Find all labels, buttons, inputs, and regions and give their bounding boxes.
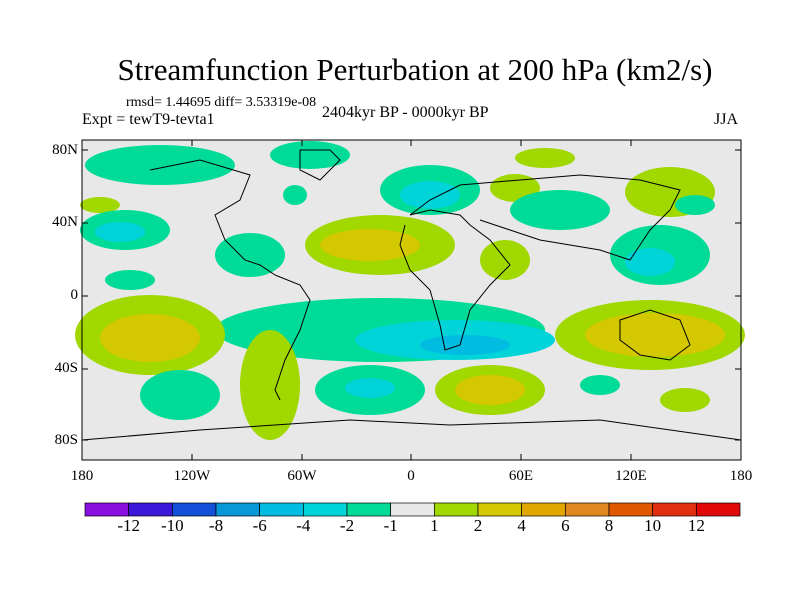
- rmsd-label: rmsd= 1.44695 diff= 3.53319e-08: [126, 95, 317, 110]
- colorbar-label: 8: [604, 516, 614, 535]
- colorbar-label: 4: [517, 516, 526, 535]
- colorbar-box: [695, 502, 741, 517]
- coastline: [399, 209, 511, 351]
- contour-region: [85, 145, 235, 185]
- contour-region: [625, 248, 675, 276]
- contour-region: [515, 148, 575, 168]
- contour-region: [100, 314, 200, 362]
- colorbar-label: -4: [296, 516, 311, 535]
- x-tick-label: 60W: [287, 468, 317, 484]
- colorbar-label: 6: [561, 516, 570, 535]
- contour-region: [455, 375, 525, 405]
- contour-region: [660, 388, 710, 412]
- colorbar-box: [652, 502, 697, 517]
- plot-title: Streamfunction Perturbation at 200 hPa (…: [117, 52, 713, 87]
- contour-region: [585, 313, 725, 357]
- colorbar-box: [346, 502, 392, 517]
- x-tick-label: 60E: [508, 468, 534, 484]
- y-tick-label: 40S: [54, 360, 78, 376]
- contour-region: [283, 185, 307, 205]
- period-label: 2404kyr BP - 0000kyr BP: [322, 104, 489, 121]
- colorbar-box: [433, 502, 479, 517]
- contour-region: [320, 229, 420, 261]
- colorbar-label: -12: [117, 516, 140, 535]
- colorbar-label: -2: [339, 516, 355, 535]
- x-tick-label: 180: [70, 468, 94, 484]
- contour-region: [345, 378, 395, 398]
- colorbar-box: [302, 502, 348, 517]
- y-tick-label: 80N: [52, 142, 78, 158]
- colorbar-box: [564, 502, 610, 517]
- contour-region: [420, 335, 510, 355]
- x-tick-label: 180: [729, 468, 753, 484]
- contour-region: [270, 141, 350, 169]
- coastline: [619, 309, 691, 361]
- colorbar-box: [521, 502, 566, 517]
- contour-region: [400, 181, 460, 209]
- colorbar-label: 1: [430, 516, 439, 535]
- y-tick-label: 80S: [54, 432, 78, 448]
- colorbar-label: 10: [644, 516, 662, 535]
- x-tick-label: 0: [407, 468, 415, 484]
- contour-region: [240, 330, 300, 440]
- colorbar-label: -6: [252, 516, 267, 535]
- colorbar-label: 12: [687, 516, 705, 535]
- season-label: JJA: [714, 111, 739, 128]
- y-tick-label: 0: [70, 287, 79, 303]
- contour-region: [580, 375, 620, 395]
- coastline: [149, 159, 276, 276]
- colorbar-box: [215, 502, 261, 517]
- contour-region: [215, 233, 285, 277]
- colorbar-label: -8: [208, 516, 224, 535]
- contour-region: [140, 370, 220, 420]
- colorbar-box: [390, 502, 435, 517]
- colorbar-box: [84, 502, 130, 517]
- x-tick-label: 120E: [615, 468, 647, 484]
- colorbar-label: -10: [160, 516, 184, 535]
- colorbar-box: [128, 502, 173, 517]
- colorbar-label: -1: [383, 516, 398, 535]
- y-tick-label: 40N: [52, 214, 78, 230]
- x-tick-label: 120W: [173, 468, 211, 484]
- contour-region: [80, 197, 120, 213]
- colorbar-box: [259, 502, 304, 517]
- colorbar-box: [608, 502, 654, 517]
- colorbar-box: [171, 502, 217, 517]
- colorbar-label: 2: [473, 516, 483, 535]
- experiment-label: Expt = tewT9-tevta1: [82, 111, 215, 128]
- contour-region: [95, 222, 145, 242]
- contour-region: [105, 270, 155, 290]
- colorbar-box: [477, 502, 523, 517]
- coastline: [81, 419, 742, 441]
- coastline: [274, 274, 311, 401]
- contour-region: [675, 195, 715, 215]
- coastline: [409, 174, 681, 261]
- contour-region: [510, 190, 610, 230]
- coastline: [299, 149, 341, 181]
- contour-region: [480, 240, 530, 280]
